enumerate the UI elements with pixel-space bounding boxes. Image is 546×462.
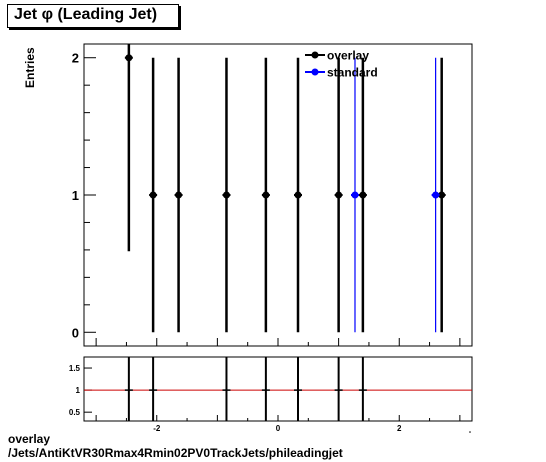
y-tick-label: 1	[72, 188, 79, 203]
data-point	[432, 191, 440, 199]
data-point	[175, 191, 183, 199]
data-point	[294, 191, 302, 199]
legend: overlay standard	[305, 49, 378, 80]
ratio-plot-frame	[83, 356, 473, 422]
legend-marker	[311, 51, 319, 59]
corner-dot	[469, 431, 471, 433]
data-point	[222, 191, 230, 199]
y-tick-label: 0	[72, 325, 79, 340]
main-plot-frame	[83, 43, 473, 347]
data-point	[262, 191, 270, 199]
legend-marker	[311, 68, 319, 76]
ratio-y-tick-label: 0.5	[69, 408, 81, 417]
ratio-x-tick-label: 2	[397, 424, 402, 433]
ratio-y-tick-label: 1	[76, 386, 81, 395]
footer-sample-label: overlay	[8, 432, 51, 446]
data-point	[351, 191, 359, 199]
footer-histogram-path: /Jets/AntiKtVR30Rmax4Rmin02PV0TrackJets/…	[8, 446, 343, 460]
legend-label: standard	[327, 66, 378, 80]
ratio-y-tick-label: 1.5	[69, 364, 81, 373]
data-point	[125, 54, 133, 62]
ratio-x-tick-label: 0	[276, 424, 281, 433]
legend-label: overlay	[327, 49, 369, 63]
series-standard	[350, 57, 440, 333]
data-point	[359, 191, 367, 199]
chart-title: Jet φ (Leading Jet)	[14, 6, 158, 23]
chart-title-box: Jet φ (Leading Jet)	[7, 4, 179, 28]
data-point	[335, 191, 343, 199]
data-point	[149, 191, 157, 199]
ratio-x-tick-label: -2	[153, 424, 161, 433]
data-point	[438, 191, 446, 199]
y-tick-label: 2	[72, 51, 79, 66]
series-overlay	[124, 44, 446, 333]
